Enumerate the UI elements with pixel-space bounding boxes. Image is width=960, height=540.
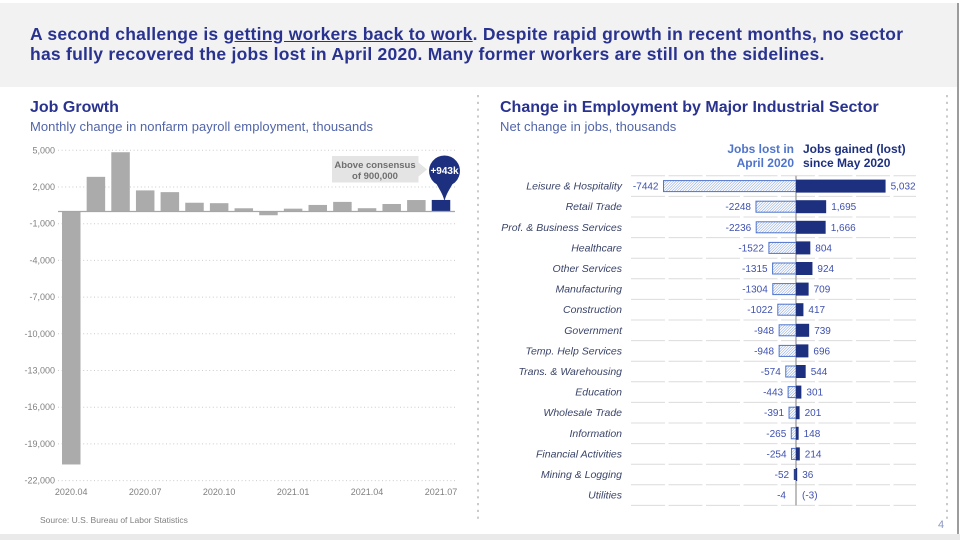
- svg-text:-1022: -1022: [747, 305, 773, 316]
- svg-text:924: 924: [817, 264, 834, 275]
- svg-text:Temp. Help Services: Temp. Help Services: [526, 345, 623, 357]
- svg-text:2021.07: 2021.07: [425, 487, 458, 497]
- svg-text:-443: -443: [763, 388, 783, 399]
- svg-text:-948: -948: [754, 326, 774, 337]
- svg-text:-2236: -2236: [726, 223, 752, 234]
- svg-text:-52: -52: [775, 470, 790, 481]
- svg-text:417: 417: [808, 305, 825, 316]
- svg-text:Trans. & Warehousing: Trans. & Warehousing: [519, 366, 623, 378]
- svg-text:Construction: Construction: [563, 304, 622, 316]
- svg-text:-1315: -1315: [742, 264, 768, 275]
- svg-text:-1522: -1522: [738, 243, 764, 254]
- svg-text:1,666: 1,666: [831, 223, 856, 234]
- svg-text:+943k: +943k: [430, 166, 459, 177]
- svg-text:2,000: 2,000: [32, 182, 55, 192]
- svg-text:Information: Information: [569, 428, 622, 440]
- svg-text:Jobs gained (lost): Jobs gained (lost): [803, 142, 906, 156]
- svg-text:739: 739: [814, 326, 831, 337]
- svg-text:Healthcare: Healthcare: [571, 242, 622, 254]
- svg-text:709: 709: [814, 285, 831, 296]
- svg-text:-16,000: -16,000: [24, 402, 55, 412]
- svg-text:Wholesale Trade: Wholesale Trade: [543, 407, 622, 419]
- svg-text:Education: Education: [575, 387, 622, 399]
- svg-text:2020.04: 2020.04: [55, 487, 88, 497]
- svg-text:2021.04: 2021.04: [351, 487, 384, 497]
- svg-text:2020.07: 2020.07: [129, 487, 162, 497]
- svg-text:148: 148: [804, 429, 821, 440]
- svg-text:-4,000: -4,000: [29, 255, 55, 265]
- svg-text:2020.10: 2020.10: [203, 487, 236, 497]
- svg-text:-4: -4: [777, 491, 786, 502]
- svg-text:Prof. & Business Services: Prof. & Business Services: [501, 222, 623, 234]
- svg-text:-948: -948: [754, 346, 774, 357]
- svg-text:2021.01: 2021.01: [277, 487, 310, 497]
- svg-text:301: 301: [806, 388, 823, 399]
- svg-text:201: 201: [805, 408, 822, 419]
- svg-text:1,695: 1,695: [831, 202, 856, 213]
- svg-text:Financial Activities: Financial Activities: [536, 448, 623, 460]
- svg-text:since May 2020: since May 2020: [803, 156, 891, 170]
- svg-text:Leisure & Hospitality: Leisure & Hospitality: [526, 181, 622, 193]
- svg-text:Manufacturing: Manufacturing: [555, 284, 622, 296]
- svg-text:-7,000: -7,000: [29, 292, 55, 302]
- svg-text:Utilities: Utilities: [588, 490, 623, 502]
- svg-text:214: 214: [805, 449, 822, 460]
- svg-text:April 2020: April 2020: [737, 156, 795, 170]
- svg-text:5,032: 5,032: [891, 182, 916, 193]
- svg-text:-7442: -7442: [633, 182, 659, 193]
- svg-text:-1,000: -1,000: [29, 219, 55, 229]
- svg-text:544: 544: [811, 367, 828, 378]
- svg-text:-265: -265: [766, 429, 786, 440]
- svg-text:Other Services: Other Services: [553, 263, 623, 275]
- svg-text:-19,000: -19,000: [24, 439, 55, 449]
- svg-text:Mining & Logging: Mining & Logging: [541, 469, 622, 481]
- svg-text:-2248: -2248: [725, 202, 751, 213]
- svg-text:Jobs lost in: Jobs lost in: [727, 142, 794, 156]
- svg-text:-22,000: -22,000: [24, 476, 55, 486]
- svg-text:-1304: -1304: [742, 285, 768, 296]
- svg-text:of 900,000: of 900,000: [352, 171, 398, 182]
- svg-text:36: 36: [802, 470, 814, 481]
- svg-text:804: 804: [815, 243, 832, 254]
- svg-text:Government: Government: [564, 325, 623, 337]
- svg-text:-10,000: -10,000: [24, 329, 55, 339]
- svg-text:-254: -254: [766, 449, 786, 460]
- svg-text:-391: -391: [764, 408, 784, 419]
- svg-text:5,000: 5,000: [32, 145, 55, 155]
- svg-text:-13,000: -13,000: [24, 366, 55, 376]
- svg-text:Retail Trade: Retail Trade: [566, 201, 623, 213]
- svg-text:(-3): (-3): [802, 491, 818, 502]
- svg-text:Above consensus: Above consensus: [334, 160, 415, 171]
- svg-text:696: 696: [813, 346, 830, 357]
- svg-text:-574: -574: [761, 367, 781, 378]
